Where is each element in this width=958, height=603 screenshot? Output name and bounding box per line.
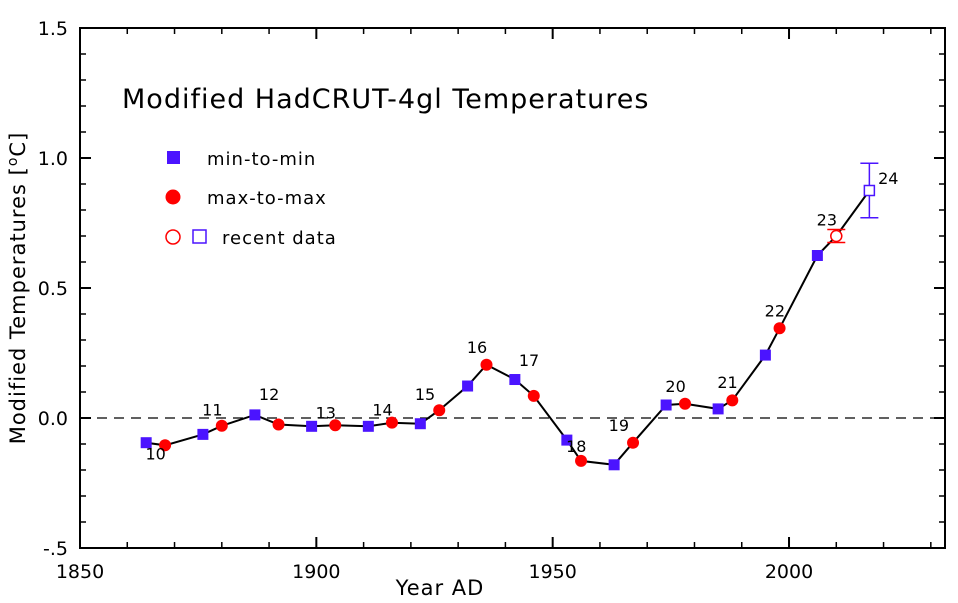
max-to-max-point bbox=[272, 418, 285, 431]
max-to-max-point bbox=[480, 358, 493, 371]
min-to-min-point bbox=[249, 409, 261, 421]
cycle-number-label: 10 bbox=[145, 445, 165, 464]
y-tick-label: 1.0 bbox=[38, 148, 68, 170]
cycle-number-label: 22 bbox=[765, 302, 785, 321]
min-to-min-point bbox=[608, 459, 620, 471]
cycle-number-label: 21 bbox=[717, 373, 737, 392]
min-to-min-point bbox=[306, 420, 318, 432]
cycle-number-label: 20 bbox=[665, 377, 685, 396]
x-tick-label: 1850 bbox=[56, 561, 104, 583]
legend-recent-label: recent data bbox=[222, 228, 337, 249]
min-to-min-point bbox=[362, 420, 374, 432]
min-to-min-point bbox=[509, 374, 521, 386]
max-to-max-point bbox=[773, 322, 786, 335]
min-to-min-point bbox=[759, 349, 771, 361]
max-to-max-point bbox=[627, 436, 640, 449]
max-to-max-point bbox=[726, 394, 739, 407]
y-axis-label-degree: o bbox=[5, 157, 21, 167]
min-to-min-point bbox=[712, 403, 724, 415]
max-to-max-point bbox=[385, 416, 398, 429]
y-tick-label: 1.5 bbox=[38, 18, 68, 40]
cycle-number-label: 23 bbox=[817, 211, 837, 230]
y-axis-label-unit: C] bbox=[6, 132, 30, 157]
y-axis-label: Modified Temperatures [oC] bbox=[5, 132, 30, 445]
cycle-number-label: 15 bbox=[415, 385, 435, 404]
recent-data-circle-point bbox=[830, 229, 843, 243]
max-to-max-point bbox=[433, 404, 446, 417]
min-to-min-point bbox=[462, 380, 474, 392]
max-to-max-point bbox=[575, 454, 588, 467]
cycle-number-label: 19 bbox=[609, 416, 629, 435]
cycle-number-label: 14 bbox=[372, 400, 392, 419]
cycle-number-label: 24 bbox=[878, 169, 898, 188]
x-axis-label: Year AD bbox=[395, 576, 485, 600]
max-to-max-point bbox=[527, 389, 540, 402]
legend-recent-circle-marker bbox=[165, 229, 181, 245]
legend-max-label: max-to-max bbox=[207, 188, 327, 209]
y-tick-label: -.5 bbox=[43, 538, 68, 560]
max-to-max-point bbox=[329, 419, 342, 432]
min-to-min-point bbox=[197, 428, 209, 440]
max-to-max-point bbox=[215, 419, 228, 432]
min-to-min-point bbox=[561, 434, 573, 446]
y-tick-label: 0.0 bbox=[38, 408, 68, 430]
y-tick-label: 0.5 bbox=[38, 278, 68, 300]
x-tick-label: 2000 bbox=[765, 561, 813, 583]
max-to-max-point bbox=[159, 439, 172, 452]
legend-min-label: min-to-min bbox=[207, 149, 316, 170]
y-axis-label-text: Modified Temperatures [ bbox=[6, 166, 30, 444]
cycle-number-label: 17 bbox=[519, 351, 539, 370]
legend-recent-square-marker bbox=[192, 229, 207, 244]
x-tick-label: 1950 bbox=[528, 561, 576, 583]
legend-max-marker bbox=[165, 189, 181, 205]
min-to-min-point bbox=[660, 399, 672, 411]
cycle-number-label: 16 bbox=[467, 338, 487, 357]
chart-title: Modified HadCRUT-4gl Temperatures bbox=[122, 84, 649, 115]
cycle-number-label: 12 bbox=[259, 385, 279, 404]
min-to-min-point bbox=[414, 418, 426, 430]
cycle-number-label: 11 bbox=[202, 400, 222, 419]
min-to-min-point bbox=[140, 437, 152, 449]
x-tick-label: 1900 bbox=[292, 561, 340, 583]
max-to-max-point bbox=[679, 397, 692, 410]
cycle-number-label: 18 bbox=[566, 437, 586, 456]
min-to-min-point bbox=[811, 250, 823, 261]
recent-data-square-point bbox=[863, 184, 876, 197]
cycle-number-label: 13 bbox=[316, 403, 336, 422]
legend-min-marker bbox=[167, 151, 180, 164]
